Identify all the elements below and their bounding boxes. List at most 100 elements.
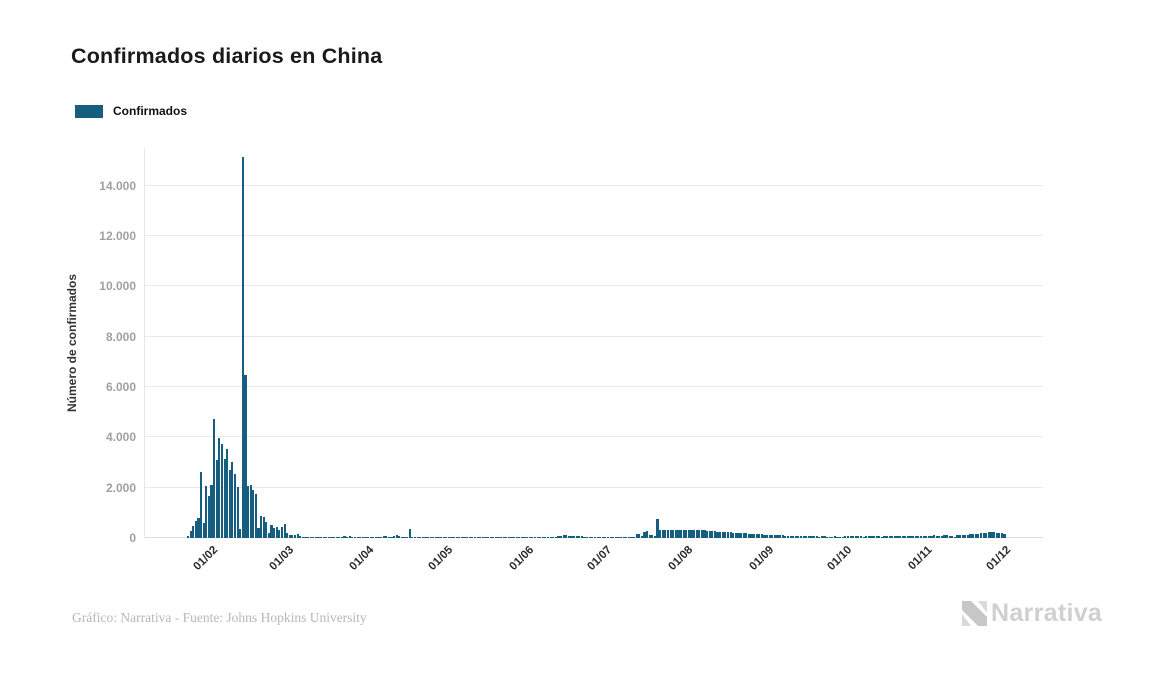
bar[interactable] bbox=[854, 536, 857, 538]
bar[interactable] bbox=[828, 536, 831, 538]
bar[interactable] bbox=[473, 537, 477, 538]
bar[interactable] bbox=[638, 534, 641, 538]
bar[interactable] bbox=[549, 537, 552, 538]
bar[interactable] bbox=[252, 490, 255, 538]
bar[interactable] bbox=[716, 531, 719, 538]
bar[interactable] bbox=[278, 529, 281, 538]
bar[interactable] bbox=[369, 537, 372, 538]
bar[interactable] bbox=[207, 496, 211, 538]
bar[interactable] bbox=[919, 535, 923, 538]
bar[interactable] bbox=[596, 537, 599, 538]
bar[interactable] bbox=[291, 535, 294, 538]
bar[interactable] bbox=[666, 529, 670, 538]
bar[interactable] bbox=[693, 530, 696, 538]
bar[interactable] bbox=[656, 518, 659, 538]
bar[interactable] bbox=[502, 537, 505, 538]
bar[interactable] bbox=[591, 537, 594, 538]
bar[interactable] bbox=[533, 537, 537, 538]
bar[interactable] bbox=[899, 536, 902, 538]
bar[interactable] bbox=[390, 536, 393, 538]
bar[interactable] bbox=[938, 535, 941, 538]
bar[interactable] bbox=[335, 536, 338, 538]
bar[interactable] bbox=[450, 537, 453, 538]
bar[interactable] bbox=[846, 536, 850, 538]
bar[interactable] bbox=[888, 536, 891, 538]
bar[interactable] bbox=[486, 537, 490, 538]
bar[interactable] bbox=[580, 536, 583, 538]
bar[interactable] bbox=[403, 536, 406, 538]
bar[interactable] bbox=[330, 537, 333, 538]
bar[interactable] bbox=[260, 515, 263, 538]
bar[interactable] bbox=[606, 537, 610, 538]
bar[interactable] bbox=[286, 532, 289, 538]
bar[interactable] bbox=[387, 536, 390, 538]
bar[interactable] bbox=[998, 532, 1001, 538]
bar[interactable] bbox=[353, 536, 357, 538]
bar[interactable] bbox=[797, 535, 800, 538]
bar[interactable] bbox=[865, 536, 868, 538]
bar[interactable] bbox=[366, 537, 370, 538]
bar[interactable] bbox=[669, 530, 672, 538]
bar[interactable] bbox=[619, 537, 623, 538]
bar[interactable] bbox=[228, 469, 231, 538]
bar[interactable] bbox=[411, 537, 414, 538]
bar[interactable] bbox=[244, 375, 247, 538]
bar[interactable] bbox=[557, 536, 560, 538]
bar[interactable] bbox=[333, 537, 336, 538]
bar[interactable] bbox=[380, 537, 383, 538]
bar[interactable] bbox=[820, 536, 823, 538]
bar[interactable] bbox=[492, 537, 495, 538]
bar[interactable] bbox=[601, 537, 604, 538]
bar[interactable] bbox=[940, 535, 943, 538]
bar[interactable] bbox=[1003, 533, 1006, 538]
bar[interactable] bbox=[630, 537, 633, 538]
bar[interactable] bbox=[966, 534, 970, 538]
bar[interactable] bbox=[573, 536, 576, 538]
bar[interactable] bbox=[296, 534, 299, 538]
bar[interactable] bbox=[463, 537, 466, 538]
bar[interactable] bbox=[823, 536, 826, 538]
bar[interactable] bbox=[914, 536, 917, 538]
bar[interactable] bbox=[768, 534, 771, 538]
bar[interactable] bbox=[977, 533, 980, 538]
bar[interactable] bbox=[987, 532, 990, 538]
bar[interactable] bbox=[719, 531, 722, 538]
bar[interactable] bbox=[661, 530, 664, 538]
bar[interactable] bbox=[299, 535, 302, 538]
bar[interactable] bbox=[273, 527, 276, 538]
bar[interactable] bbox=[515, 537, 518, 538]
bar[interactable] bbox=[739, 533, 743, 538]
bar[interactable] bbox=[818, 536, 821, 538]
bar[interactable] bbox=[280, 527, 284, 538]
bar[interactable] bbox=[852, 536, 855, 538]
bar[interactable] bbox=[523, 537, 526, 538]
bar[interactable] bbox=[223, 458, 226, 538]
bar[interactable] bbox=[724, 531, 727, 538]
bar[interactable] bbox=[706, 530, 709, 538]
bar[interactable] bbox=[377, 537, 380, 538]
bar[interactable] bbox=[1000, 533, 1003, 538]
bar[interactable] bbox=[192, 525, 195, 538]
bar[interactable] bbox=[562, 535, 565, 538]
bar[interactable] bbox=[653, 535, 657, 538]
bar[interactable] bbox=[346, 536, 349, 538]
bar[interactable] bbox=[695, 530, 698, 538]
bar[interactable] bbox=[922, 536, 925, 538]
bar[interactable] bbox=[875, 536, 878, 538]
bar[interactable] bbox=[763, 534, 766, 538]
bar[interactable] bbox=[460, 537, 464, 538]
bar[interactable] bbox=[528, 537, 531, 538]
bar[interactable] bbox=[288, 534, 291, 538]
bar[interactable] bbox=[583, 536, 586, 538]
bar[interactable] bbox=[990, 532, 993, 538]
bar[interactable] bbox=[951, 535, 954, 538]
bar[interactable] bbox=[479, 537, 482, 538]
bar[interactable] bbox=[786, 535, 790, 538]
bar[interactable] bbox=[348, 536, 351, 538]
bar[interactable] bbox=[372, 537, 375, 538]
bar[interactable] bbox=[750, 533, 753, 538]
bar-chart-plot-area[interactable]: 0 2.000 4.000 6.000 8.000 10.000 12.000 14.000 0… bbox=[99, 148, 1043, 573]
bar[interactable] bbox=[599, 537, 602, 538]
bar[interactable] bbox=[906, 536, 910, 538]
bar[interactable] bbox=[674, 530, 677, 538]
